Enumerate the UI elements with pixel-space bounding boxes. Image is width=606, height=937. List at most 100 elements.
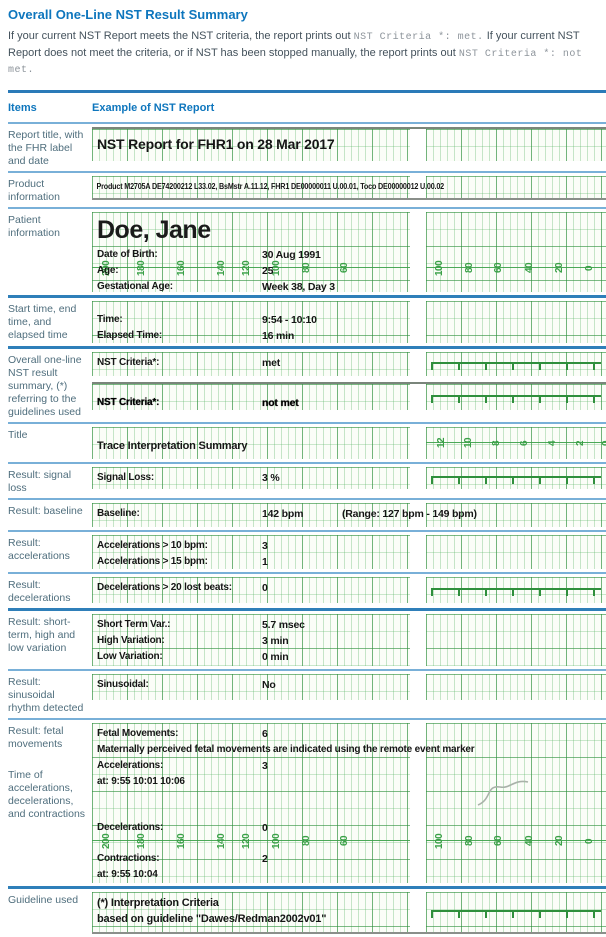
paper-piece-right <box>426 613 606 666</box>
strip-content: Fetal Movements: 6 Maternally perceived fe… <box>92 723 606 883</box>
report-line: Fetal Movements: 6 <box>92 726 606 742</box>
pair-value: 25 <box>262 264 274 277</box>
item-label: Title <box>8 428 28 441</box>
spacer <box>92 805 606 820</box>
example-cell: (*) Interpretation Criteria based on guid… <box>92 891 606 934</box>
pair-value: 1 <box>262 555 268 568</box>
paper-strip: NST Criteria*: not met <box>92 381 606 410</box>
example-cell: 12 10 8 6 4 2 0 Trace Interpretation Summary <box>92 426 606 459</box>
item-label: Report title, with the FHR label and dat… <box>8 128 84 167</box>
paper-strip: 200 180 160 140 120 100 80 60 100 80 60 40 20 0 Fetal … <box>92 722 606 883</box>
pair-label: High Variation: <box>97 634 165 646</box>
report-line: based on guideline "Dawes/Redman2002v01" <box>97 912 327 925</box>
example-cell: Accelerations > 10 bpm: 3 Accelerations > … <box>92 534 606 569</box>
paper-strip: Decelerations > 20 lost beats: 0 <box>92 576 606 603</box>
row-result-decelerations: Result: decelerations Decelerations > 20 … <box>8 571 606 608</box>
toco-scale: 100 80 60 40 20 0 <box>426 256 606 280</box>
item-label: Result: decelerations <box>8 578 71 604</box>
pair-label: Gestational Age: <box>97 280 173 292</box>
pair-value: not met <box>262 396 299 409</box>
paper-piece-right <box>426 502 606 527</box>
report-line: High Variation: 3 min <box>92 633 606 649</box>
item-label-cell: Result: accelerations <box>8 535 92 569</box>
paper-piece-right <box>426 128 606 161</box>
report-line: Elapsed Time: 16 min <box>92 328 606 344</box>
intro-paragraph: If your current NST Report meets the NST… <box>8 29 596 79</box>
item-label-cell: Result: baseline <box>8 503 92 527</box>
pair-label: Elapsed Time: <box>97 329 163 341</box>
item-label: Result: accelerations <box>8 536 70 562</box>
paper-piece-left <box>92 502 410 527</box>
paper-strip: NST Criteria*: met <box>92 351 606 376</box>
pair-value: 5.7 msec <box>262 618 305 631</box>
strip-content: NST Report for FHR1 on 28 Mar 2017 <box>92 129 606 161</box>
example-cell: Short Term Var.: 5.7 msec High Variation: 3… <box>92 613 606 666</box>
item-label-cell: Result: fetal movements Time of accelerat… <box>8 723 92 883</box>
report-line: Accelerations > 10 bpm: 3 <box>92 538 606 554</box>
report-line: Baseline: 142 bpm (Range: 127 bpm - 149 bp… <box>92 506 606 522</box>
row-overall-one-line-result: Overall one-line NST result summary, (*)… <box>8 345 606 422</box>
paper-strip: 200 180 160 140 120 100 80 60 100 80 60 40 20 0 Doe, J… <box>92 211 606 293</box>
paper-piece-left <box>92 534 410 569</box>
page-title: Overall One-Line NST Result Summary <box>8 7 248 22</box>
toco-scale-line <box>426 266 606 268</box>
report-line: at: 9:55 10:04 <box>97 868 158 880</box>
row-start-end-elapsed-time: Start time, end time, and elapsed time Ti… <box>8 294 606 346</box>
report-line: Decelerations: 0 <box>92 820 606 836</box>
paper-strip: Time: 9:54 - 10:10 Elapsed Time: 16 min <box>92 300 606 343</box>
pair-value: 6 <box>262 727 268 740</box>
item-label: Start time, end time, and elapsed time <box>8 302 77 341</box>
fhr-scale-line <box>92 266 410 268</box>
pair-value: 142 bpm <box>262 507 304 520</box>
item-label-cell: Title <box>8 427 92 459</box>
paper-strip: Signal Loss: 3 % <box>92 466 606 489</box>
row-result-signal-loss: Result: signal loss Signal Loss: 3 % <box>8 461 606 498</box>
report-line: Low Variation: 0 min <box>92 649 606 665</box>
report-line: Contractions: 2 <box>92 851 606 867</box>
paper-piece-right <box>426 175 606 198</box>
item-label: Result: sinusoidal rhythm detected <box>8 675 84 714</box>
paper-strip: Product M2705A DE74200212 L33.02, BsMstr… <box>92 175 606 200</box>
item-label: Result: signal loss <box>8 468 72 494</box>
pair-label: Baseline: <box>97 507 140 519</box>
spacer <box>92 430 606 438</box>
fhr-scale: 200 180 160 140 120 100 80 60 <box>92 256 410 280</box>
item-label: Patient information <box>8 213 60 239</box>
report-line: Age: 25 <box>92 263 606 279</box>
paper-piece-left <box>92 576 410 603</box>
toco-scale: 12 10 8 6 4 2 0 <box>426 431 606 455</box>
trace-tick-line <box>431 361 601 370</box>
trace-tick-line <box>431 587 601 596</box>
pair-value: 0 <box>262 821 268 834</box>
item-label: Result: fetal movements <box>8 724 64 750</box>
paper-strip: Short Term Var.: 5.7 msec High Variation: 3… <box>92 613 606 666</box>
row-result-fetal-movements: Result: fetal movements Time of accelerat… <box>8 717 606 886</box>
strip-content: NST Criteria*: not met <box>92 384 606 410</box>
paper-piece-right <box>426 300 606 343</box>
pair-value: met <box>262 356 281 369</box>
item-label: Product information <box>8 177 60 203</box>
row-result-short-term-variation: Result: short-term, high and low variati… <box>8 607 606 669</box>
report-line: NST Criteria*: not met <box>92 395 606 411</box>
row-result-sinusoidal: Result: sinusoidal rhythm detected Sinuso… <box>8 668 606 718</box>
report-line: Product M2705A DE74200212 L33.02, BsMstr… <box>96 181 445 191</box>
paper-piece-left <box>92 466 410 489</box>
item-label-cell: Result: signal loss <box>8 467 92 495</box>
item-label-cell: Result: short-term, high and low variati… <box>8 614 92 666</box>
manual-page: Overall One-Line NST Result Summary If y… <box>8 7 606 934</box>
trace-tick-line <box>431 394 601 403</box>
pair-label: Decelerations: <box>97 821 164 833</box>
paper-strip: NST Report for FHR1 on 28 Mar 2017 <box>92 126 606 161</box>
pair-label: Age: <box>97 264 119 276</box>
pair-value: 3 <box>262 539 268 552</box>
paper-piece-left <box>92 426 410 459</box>
intro-text: If your current NST Report does not meet… <box>8 30 580 59</box>
pair-label: Short Term Var.: <box>97 618 171 630</box>
item-label-cell: Report title, with the FHR label and dat… <box>8 127 92 168</box>
pair-value: 9:54 - 10:10 <box>262 313 317 326</box>
pair-value: No <box>262 678 276 691</box>
paper-strip: 12 10 8 6 4 2 0 Trace Interpretation Summary <box>92 426 606 459</box>
strip-content: Time: 9:54 - 10:10 Elapsed Time: 16 min <box>92 301 606 343</box>
toco-trace-mark <box>474 775 544 809</box>
column-header-example: Example of NST Report <box>92 101 215 114</box>
